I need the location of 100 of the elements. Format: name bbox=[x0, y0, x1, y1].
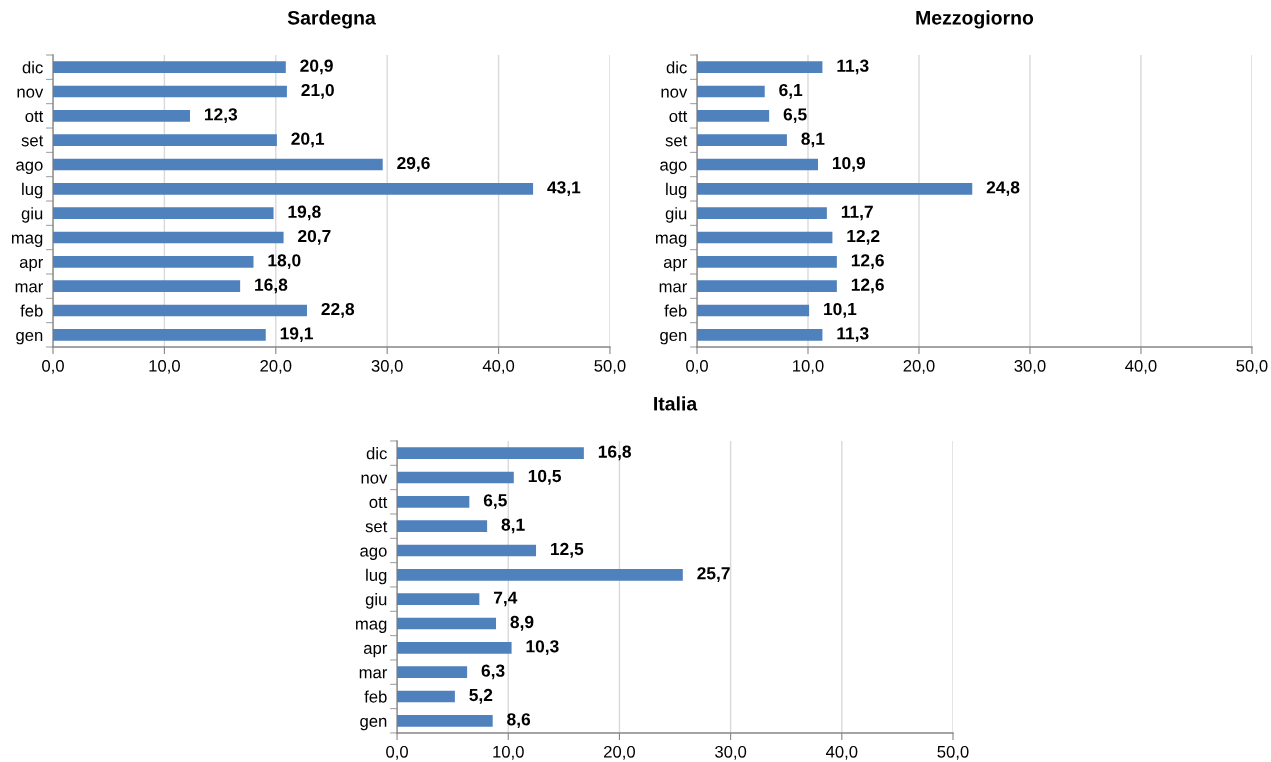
data-label: 10,1 bbox=[824, 302, 857, 318]
y-tick-label: nov bbox=[361, 474, 388, 484]
bar bbox=[53, 85, 287, 98]
chart-title: Sardegna bbox=[287, 10, 376, 29]
data-label: 43,1 bbox=[547, 181, 581, 197]
y-tick-label: dic bbox=[366, 447, 387, 460]
bar bbox=[53, 304, 307, 317]
data-label: 6,5 bbox=[483, 494, 507, 509]
data-label: 7,4 bbox=[493, 591, 518, 607]
bar bbox=[397, 714, 493, 727]
y-tick-label: gen bbox=[16, 331, 43, 345]
data-label: 20,7 bbox=[298, 229, 331, 245]
data-label: 24,8 bbox=[986, 181, 1020, 197]
x-tick-label: 50,0 bbox=[594, 359, 626, 374]
bar bbox=[53, 231, 284, 244]
y-tick-label: lug bbox=[366, 568, 387, 585]
data-label: 8,1 bbox=[801, 132, 825, 148]
y-tick-label: set bbox=[665, 135, 688, 147]
data-label: 18,0 bbox=[268, 254, 301, 270]
bar bbox=[53, 183, 534, 195]
bar bbox=[53, 207, 274, 220]
y-tick-label: dic bbox=[22, 61, 43, 74]
y-tick-label: ago bbox=[360, 547, 387, 560]
data-label: 8,1 bbox=[501, 518, 525, 534]
y-tick-label: lug bbox=[22, 182, 43, 199]
bar bbox=[53, 110, 191, 122]
y-tick-label: gen bbox=[360, 717, 387, 731]
bar bbox=[397, 520, 488, 532]
x-tick-label: 40,0 bbox=[482, 359, 515, 374]
y-tick-label: lug bbox=[666, 182, 687, 199]
bar bbox=[397, 617, 497, 630]
data-label: 20,1 bbox=[291, 132, 325, 148]
bar bbox=[697, 329, 823, 341]
y-tick-label: mag bbox=[655, 234, 687, 248]
x-tick-label: 0,0 bbox=[42, 359, 64, 374]
y-tick-label: ago bbox=[16, 161, 43, 175]
data-label: 5,2 bbox=[469, 688, 493, 704]
data-label: 16,8 bbox=[255, 278, 288, 294]
bar bbox=[53, 329, 266, 341]
data-label: 8,6 bbox=[507, 713, 531, 728]
data-label: 11,7 bbox=[841, 205, 873, 221]
y-tick-label: nov bbox=[17, 88, 44, 98]
bar bbox=[397, 568, 683, 581]
bar bbox=[697, 110, 770, 122]
data-label: 6,5 bbox=[783, 108, 807, 124]
bar bbox=[397, 593, 480, 605]
bar bbox=[697, 304, 810, 317]
data-label: 16,8 bbox=[598, 445, 631, 461]
y-tick-label: dic bbox=[666, 61, 687, 74]
y-tick-label: gen bbox=[660, 331, 687, 345]
bar bbox=[697, 231, 833, 244]
data-label: 6,3 bbox=[481, 664, 505, 680]
y-tick-label: mar bbox=[15, 283, 43, 293]
data-label: 20,9 bbox=[300, 59, 333, 75]
bar bbox=[397, 495, 470, 508]
chart-title: Italia bbox=[654, 396, 698, 411]
y-tick-label: apr bbox=[663, 258, 688, 272]
data-label: 21,0 bbox=[301, 83, 334, 99]
data-label: 22,8 bbox=[321, 302, 355, 318]
y-tick-label: ott bbox=[369, 497, 388, 509]
x-tick-label: 30,0 bbox=[1014, 359, 1046, 374]
x-tick-label: 10,0 bbox=[493, 745, 524, 760]
y-tick-label: giu bbox=[21, 207, 43, 223]
data-label: 12,2 bbox=[847, 229, 880, 245]
bar bbox=[697, 256, 837, 268]
data-label: 19,1 bbox=[280, 327, 313, 343]
bar bbox=[53, 158, 383, 171]
y-tick-label: feb bbox=[20, 304, 43, 317]
y-tick-label: mag bbox=[11, 234, 43, 248]
data-label: 6,1 bbox=[779, 83, 803, 99]
data-label: 25,7 bbox=[697, 567, 730, 582]
x-tick-label: 40,0 bbox=[1125, 359, 1157, 374]
x-tick-label: 50,0 bbox=[937, 745, 969, 760]
y-tick-label: feb bbox=[364, 690, 387, 703]
bar bbox=[53, 134, 277, 147]
y-tick-label: giu bbox=[665, 207, 687, 223]
bar bbox=[397, 690, 455, 703]
data-label: 10,5 bbox=[528, 469, 561, 485]
data-label: 12,6 bbox=[851, 254, 884, 270]
bar bbox=[697, 61, 823, 74]
x-tick-label: 10,0 bbox=[793, 359, 824, 374]
x-tick-label: 20,0 bbox=[260, 359, 292, 374]
y-tick-label: apr bbox=[363, 644, 388, 658]
bar bbox=[397, 666, 468, 678]
bar bbox=[697, 280, 837, 293]
bar bbox=[397, 544, 537, 557]
bar bbox=[697, 85, 765, 98]
data-label: 12,6 bbox=[851, 278, 884, 294]
x-tick-label: 20,0 bbox=[903, 359, 935, 374]
y-tick-label: mag bbox=[356, 620, 387, 633]
bar bbox=[53, 256, 254, 268]
chart-title: Mezzogiorno bbox=[916, 10, 1034, 29]
bar bbox=[53, 280, 241, 293]
y-tick-label: apr bbox=[19, 258, 43, 272]
y-tick-label: nov bbox=[661, 88, 688, 98]
x-tick-label: 10,0 bbox=[149, 359, 180, 374]
data-label: 11,3 bbox=[837, 59, 869, 75]
data-label: 12,3 bbox=[204, 108, 238, 124]
x-tick-label: 0,0 bbox=[686, 359, 708, 374]
x-tick-label: 30,0 bbox=[371, 359, 403, 374]
